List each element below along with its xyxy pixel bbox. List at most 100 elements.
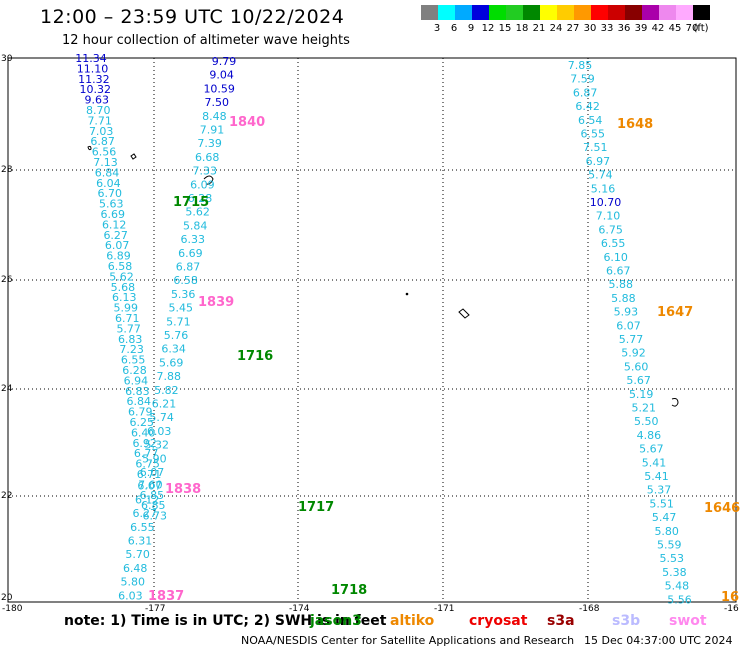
wave-height-value: 6.07 bbox=[616, 319, 641, 332]
legend-swatch bbox=[421, 5, 438, 20]
wave-height-value: 7.39 bbox=[197, 137, 222, 150]
wave-height-value: 6.34 bbox=[161, 343, 186, 356]
track-time-label: 1717 bbox=[298, 500, 334, 515]
wave-height-value: 6.09 bbox=[190, 178, 215, 191]
wave-height-value: 7.13 bbox=[93, 156, 118, 169]
wave-height-value: 6.21 bbox=[152, 398, 177, 411]
wave-height-value: 6.55 bbox=[121, 354, 146, 367]
legend-label: 18 bbox=[515, 23, 529, 34]
credit-line: NOAA/NESDIS Center for Satellite Applica… bbox=[241, 634, 575, 647]
legend-swatch bbox=[438, 5, 455, 20]
altimeter-tracks: 11.3411.1011.3210.329.638.707.717.036.87… bbox=[75, 52, 692, 606]
wave-height-value: 6.42 bbox=[575, 100, 600, 113]
wave-height-value: 5.80 bbox=[654, 525, 679, 538]
wave-height-value: 6.07 bbox=[140, 466, 165, 479]
wave-height-value: 6.55 bbox=[581, 128, 606, 141]
legend-swatch bbox=[625, 5, 642, 20]
legend-label: 24 bbox=[549, 23, 563, 34]
wave-height-value: 5.62 bbox=[185, 206, 210, 219]
wave-height-value: 5.68 bbox=[111, 281, 136, 294]
legend-swatch bbox=[489, 5, 506, 20]
wave-height-value: 9.63 bbox=[85, 94, 110, 107]
credit-date: 15 Dec 04:37:00 UTC 2024 bbox=[584, 634, 733, 647]
wave-height-value: 7.91 bbox=[200, 124, 225, 137]
satellite-label: s3b bbox=[612, 613, 641, 629]
map-title: 12:00 – 23:59 UTC 10/22/2024 bbox=[40, 6, 345, 28]
satellite-label: jason3 bbox=[310, 613, 362, 629]
track-time-label: 1715 bbox=[173, 195, 209, 210]
wave-height-value: 5.41 bbox=[642, 456, 667, 469]
wave-height-value: 5.48 bbox=[665, 580, 690, 593]
wave-height-value: 6.48 bbox=[123, 562, 148, 575]
wave-height-value: 5.45 bbox=[169, 302, 194, 315]
wave-height-value: 7.33 bbox=[193, 165, 218, 178]
wave-height-value: 6.89 bbox=[106, 250, 131, 263]
satellite-label: cryosat bbox=[469, 613, 528, 629]
wave-height-value: 6.12 bbox=[135, 493, 160, 506]
track-time-label: 1837 bbox=[148, 589, 184, 604]
wave-height-value: 6.25 bbox=[130, 416, 155, 429]
wave-height-value: 6.31 bbox=[128, 535, 153, 548]
wave-height-value: 5.51 bbox=[649, 497, 674, 510]
wave-height-value: 5.21 bbox=[632, 402, 657, 415]
map-frame bbox=[7, 57, 737, 603]
wave-height-value: 11.34 bbox=[75, 52, 107, 65]
wave-height-value: 7.10 bbox=[596, 210, 621, 223]
legend-label: 45 bbox=[668, 23, 682, 34]
wave-height-value: 6.27 bbox=[103, 229, 128, 242]
lat-label: 30 bbox=[1, 54, 13, 64]
wave-height-value: 5.41 bbox=[644, 470, 669, 483]
wave-height-value: 5.50 bbox=[634, 415, 659, 428]
wave-height-value: 5.19 bbox=[629, 388, 654, 401]
wave-height-value: 5.88 bbox=[611, 292, 636, 305]
wave-height-value: 6.55 bbox=[130, 521, 155, 534]
wave-height-value: 6.87 bbox=[573, 86, 598, 99]
legend-swatch bbox=[523, 5, 540, 20]
track-time-label: 16 bbox=[721, 590, 739, 605]
wave-height-value: 5.37 bbox=[647, 484, 672, 497]
wave-height-value: 5.38 bbox=[662, 566, 687, 579]
track-time-label: 1648 bbox=[617, 117, 653, 132]
wave-height-value: 6.87 bbox=[176, 261, 201, 274]
wave-height-value: 6.77 bbox=[134, 447, 159, 460]
wave-height-value: 5.74 bbox=[149, 411, 174, 424]
wave-height-value: 5.47 bbox=[652, 511, 677, 524]
wave-height-value: 5.99 bbox=[114, 302, 139, 315]
lon-label: -180 bbox=[2, 604, 23, 614]
track-time-label: 1840 bbox=[229, 115, 265, 130]
wave-height-value: 6.07 bbox=[105, 239, 130, 252]
wave-height-value: 5.67 bbox=[639, 443, 664, 456]
wave-height-value: 9.04 bbox=[209, 69, 234, 82]
wave-height-value: 6.69 bbox=[178, 247, 203, 260]
wave-height-value: 5.76 bbox=[164, 329, 189, 342]
satellite-label: s3a bbox=[547, 613, 575, 629]
wave-height-value: 10.70 bbox=[590, 196, 622, 209]
wave-height-value: 6.12 bbox=[102, 218, 127, 231]
footer-note: note: 1) Time is in UTC; 2) SWH is in fe… bbox=[64, 613, 387, 629]
wave-height-value: 7.59 bbox=[570, 73, 595, 86]
wave-height-value: 6.92 bbox=[132, 437, 157, 450]
wave-height-value: 5.70 bbox=[125, 548, 150, 561]
lon-axis-labels: -180 -177 -174 -171 -168 -16 bbox=[2, 604, 739, 614]
wave-height-value: 6.73 bbox=[143, 510, 168, 523]
wave-height-value: 5.82 bbox=[154, 384, 179, 397]
legend-swatch bbox=[642, 5, 659, 20]
legend-swatch bbox=[557, 5, 574, 20]
wave-height-value: 6.84 bbox=[95, 166, 120, 179]
lon-label: -168 bbox=[579, 604, 600, 614]
lat-label: 20 bbox=[1, 593, 13, 603]
wave-height-value: 6.94 bbox=[124, 374, 149, 387]
lon-label: -16 bbox=[724, 604, 739, 614]
wave-height-value: 5.77 bbox=[116, 322, 141, 335]
legend-label: 15 bbox=[498, 23, 512, 34]
wave-height-value: 5.77 bbox=[619, 333, 644, 346]
wave-height-value: 5.63 bbox=[99, 198, 124, 211]
legend-label: 42 bbox=[651, 23, 665, 34]
wave-height-value: 7.03 bbox=[89, 125, 114, 138]
lat-label: 22 bbox=[1, 491, 12, 501]
legend-swatch bbox=[455, 5, 472, 20]
wave-height-value: 6.55 bbox=[601, 237, 626, 250]
wave-height-value: 6.56 bbox=[92, 146, 117, 159]
wave-height-value: 8.70 bbox=[86, 104, 111, 117]
